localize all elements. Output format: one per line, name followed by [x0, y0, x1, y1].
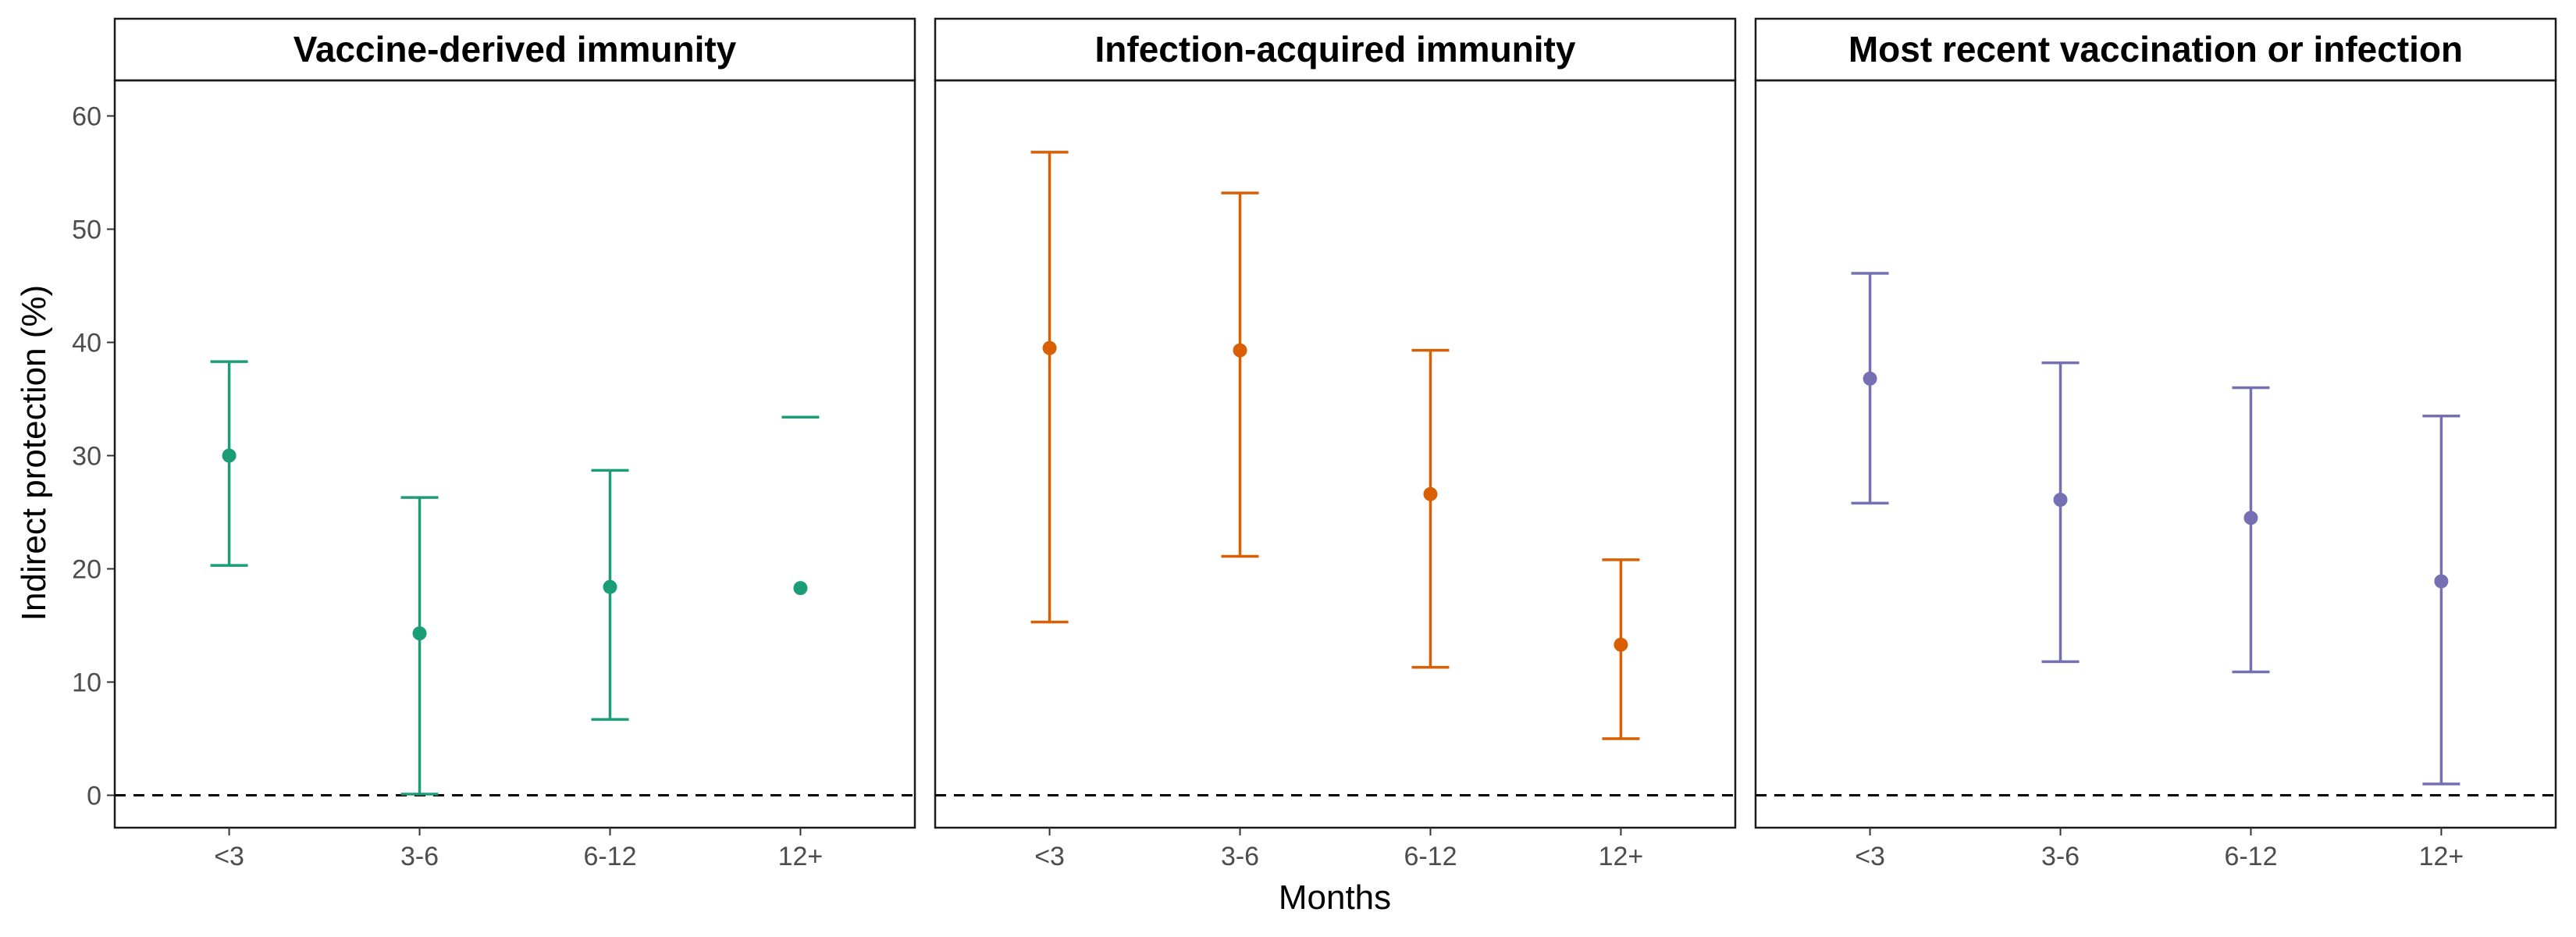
- point-estimate: [2053, 493, 2068, 508]
- facet-title: Most recent vaccination or infection: [1848, 29, 2463, 69]
- error-bar: [1411, 348, 1450, 669]
- error-bar: [400, 496, 439, 796]
- x-tick-label: 6-12: [2224, 842, 2277, 871]
- error-bar: [1030, 151, 1069, 624]
- facet-panel: Infection-acquired immunity <3 3-6 6-12 12+: [934, 17, 1737, 871]
- point-estimate: [603, 579, 617, 594]
- point-estimate: [222, 448, 237, 463]
- error-bar: [2422, 415, 2460, 786]
- y-axis-tick-labels: 0 10 20 30 40 50 60: [72, 102, 115, 811]
- facet-title: Vaccine-derived immunity: [294, 29, 737, 69]
- facet-panels: Vaccine-derived immunity<3 3-6 6-12 12+Infe…: [113, 17, 2557, 871]
- error-bar: [591, 468, 629, 721]
- x-tick-label: 3-6: [400, 842, 439, 871]
- panel-border: [934, 79, 1737, 829]
- facet-panel: Most recent vaccination or infection <3 3-…: [1754, 17, 2557, 871]
- error-bar: [1851, 272, 1889, 505]
- error-bar: [2041, 361, 2080, 664]
- error-bar: [1221, 191, 1259, 558]
- point-estimate: [2243, 511, 2258, 526]
- y-tick-label: 30: [72, 442, 101, 472]
- y-tick-label: 50: [72, 216, 101, 245]
- x-tick-label: 6-12: [583, 842, 636, 871]
- point-estimate: [793, 581, 808, 596]
- facet-strip: [1754, 17, 2557, 82]
- y-axis-title: Indirect protection (%): [15, 285, 53, 621]
- x-tick-label: <3: [1855, 842, 1885, 871]
- point-estimate: [1042, 340, 1057, 355]
- error-bar: [2232, 386, 2270, 674]
- point-estimate: [1423, 486, 1438, 501]
- point-estimate: [2434, 574, 2449, 589]
- x-tick-label: 3-6: [1221, 842, 1259, 871]
- x-axis-title: Months: [1279, 878, 1391, 917]
- x-tick-label: <3: [214, 842, 244, 871]
- panel-border: [1754, 79, 2557, 829]
- facet-title: Infection-acquired immunity: [1095, 29, 1576, 69]
- x-tick-label: <3: [1034, 842, 1065, 871]
- panel-border: [113, 79, 916, 829]
- x-tick-label: 12+: [1599, 842, 1644, 871]
- y-tick-label: 0: [87, 782, 101, 811]
- y-tick-label: 40: [72, 329, 101, 358]
- y-tick-label: 60: [72, 102, 101, 132]
- y-tick-label: 10: [72, 668, 101, 698]
- point-estimate: [1614, 637, 1628, 652]
- x-tick-label: 3-6: [2041, 842, 2080, 871]
- x-tick-label: 6-12: [1404, 842, 1457, 871]
- facet-panel: Vaccine-derived immunity <3 3-6 6-12 12+: [113, 17, 916, 871]
- y-tick-label: 20: [72, 555, 101, 585]
- x-tick-label: 12+: [2419, 842, 2464, 871]
- error-bar: [210, 360, 248, 567]
- facet-strip: [934, 17, 1737, 82]
- point-estimate: [412, 626, 427, 641]
- point-estimate: [1863, 371, 1877, 386]
- point-estimate: [1233, 343, 1247, 358]
- x-tick-label: 12+: [778, 842, 824, 871]
